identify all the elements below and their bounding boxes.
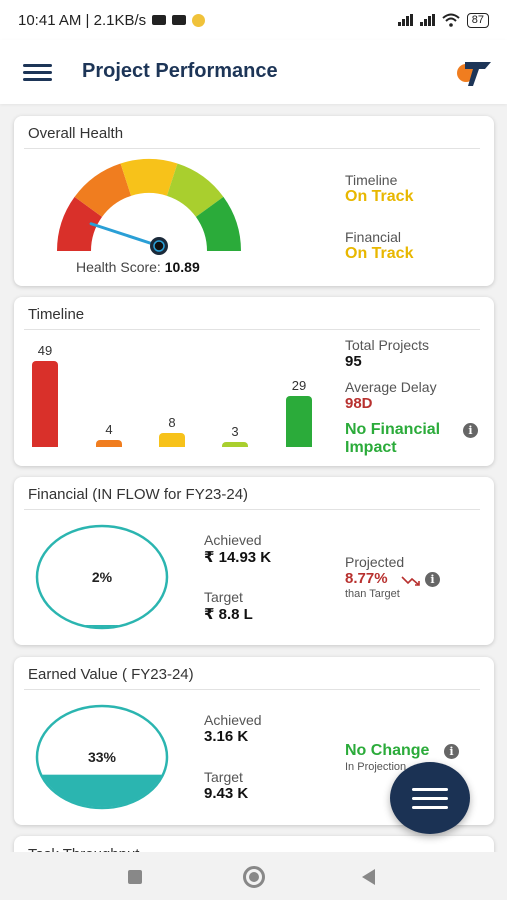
timeline-bar [96, 440, 122, 447]
card-title: Overall Health [28, 125, 124, 142]
battery-icon: 87 [466, 12, 489, 28]
status-time: 10:41 AM | 2.1KB/s [18, 11, 147, 29]
menu-icon[interactable] [23, 64, 52, 81]
financial-percent: 2% [91, 569, 113, 585]
earned-value-tank-fill [38, 774, 166, 807]
achieved-label: Achieved [204, 712, 262, 728]
message-notification-icon [172, 15, 187, 25]
gauge-hub-center [153, 240, 165, 252]
system-nav-bar [0, 852, 507, 900]
gauge-segment [195, 196, 241, 251]
divider [24, 689, 480, 690]
gauge-segment [57, 196, 103, 251]
divider [24, 509, 480, 510]
financial-progress-tank [35, 524, 169, 630]
health-score-value: 10.89 [164, 259, 200, 275]
achieved-value: 3.16 K [204, 728, 249, 745]
target-value: 9.43 K [204, 785, 249, 802]
timeline-bar [286, 396, 312, 447]
timeline-bar-label: 8 [168, 415, 176, 430]
average-delay-label: Average Delay [345, 379, 437, 395]
back-button[interactable] [362, 869, 375, 885]
info-icon[interactable]: i [444, 744, 459, 759]
card-title: Financial (IN FLOW for FY23-24) [28, 486, 249, 503]
impact-line-2: Impact [345, 439, 397, 456]
earned-value-note: In Projection [345, 761, 407, 773]
projected-label: Projected [345, 554, 405, 570]
status-bar: 10:41 AM | 2.1KB/s 87 [0, 0, 507, 40]
timeline-bar-label: 49 [37, 343, 53, 358]
signal-2-icon [419, 14, 435, 26]
earned-value-tank-outline [35, 704, 169, 810]
financial-tank-fill [38, 625, 166, 627]
app-bar: Project Performance [0, 40, 507, 104]
gauge-needle [89, 222, 161, 248]
total-projects-value: 95 [345, 353, 362, 370]
overall-health-card[interactable]: Overall Health Health Score: 10.89 Timel… [14, 116, 494, 286]
gauge-segment [166, 163, 224, 217]
earned-value-percent: 33% [87, 749, 117, 765]
card-title: Timeline [28, 306, 85, 323]
earned-value-status: No Change [345, 742, 430, 759]
divider [24, 329, 480, 330]
home-button[interactable] [243, 866, 265, 888]
timeline-bar [32, 361, 58, 447]
timeline-bar-label: 3 [231, 424, 239, 439]
info-icon[interactable]: i [463, 423, 478, 438]
target-value: ₹ 8.8 L [204, 606, 253, 623]
projected-note: than Target [345, 588, 400, 600]
timeline-label: Timeline [345, 172, 398, 188]
menu-fab-button[interactable] [390, 762, 470, 834]
recent-apps-button[interactable] [128, 870, 142, 884]
total-projects-label: Total Projects [345, 337, 430, 353]
target-label: Target [204, 769, 243, 785]
achieved-label: Achieved [204, 532, 262, 548]
health-gauge [57, 159, 241, 255]
timeline-status: On Track [345, 188, 414, 205]
financial-label: Financial [345, 229, 402, 245]
timeline-bar [222, 442, 248, 447]
trend-down-icon [401, 576, 420, 586]
gauge-segment [74, 163, 132, 217]
financial-card[interactable]: Financial (IN FLOW for FY23-24) 2% Achie… [14, 477, 494, 645]
impact-line-1: No Financial [345, 421, 441, 438]
page-title: Project Performance [82, 60, 278, 82]
app-notification-icon [192, 13, 206, 27]
timeline-bar-label: 29 [291, 378, 307, 393]
wifi-icon [442, 13, 460, 27]
divider [24, 148, 480, 149]
info-icon[interactable]: i [425, 572, 440, 587]
earned-value-progress-tank [35, 704, 169, 810]
health-score-label: Health Score: 10.89 [76, 259, 200, 275]
target-label: Target [204, 589, 243, 605]
financial-tank-outline [35, 524, 169, 630]
timeline-card[interactable]: Timeline 49 4 8 3 29 Total Projects 95 Avera… [14, 297, 494, 466]
financial-status: On Track [345, 245, 414, 262]
timeline-bar-label: 4 [105, 422, 113, 437]
projected-value: 8.77% [345, 570, 388, 587]
achieved-value: ₹ 14.93 K [204, 549, 272, 566]
signal-icon [397, 14, 413, 26]
app-logo-icon [457, 62, 491, 86]
card-title: Earned Value ( FY23-24) [28, 666, 194, 683]
youtube-notification-icon [152, 15, 167, 25]
timeline-bar [159, 433, 185, 447]
gauge-segment [120, 159, 178, 196]
average-delay-value: 98D [345, 395, 373, 412]
